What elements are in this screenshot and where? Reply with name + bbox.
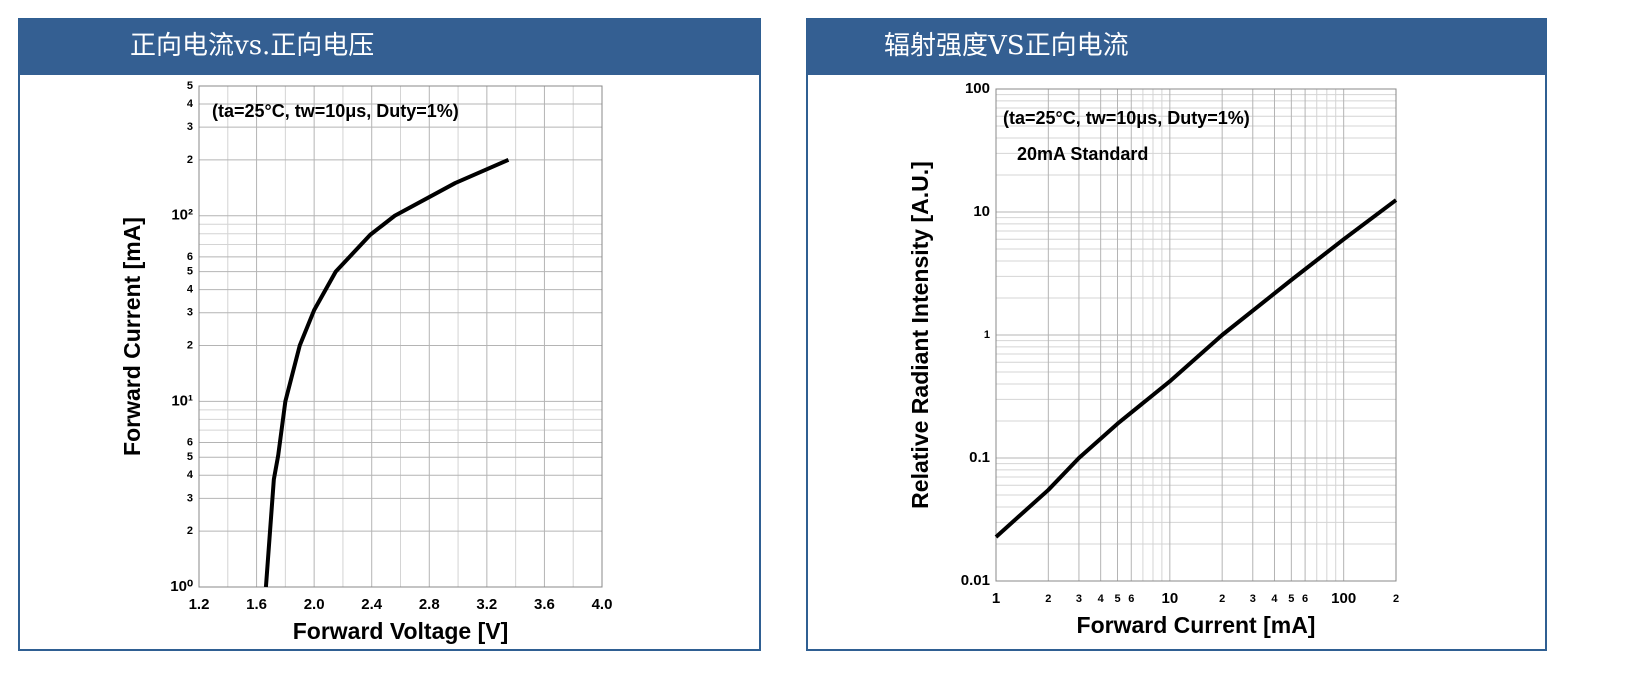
y-tick-label: 10⁰ — [170, 578, 193, 595]
x-tick-label: 2.0 — [304, 596, 325, 613]
y-tick-label: 3 — [187, 121, 193, 133]
annotation: 20mA Standard — [1017, 144, 1148, 164]
y-tick-label: 100 — [965, 80, 990, 97]
x-tick-label: 6 — [1128, 593, 1134, 605]
panel-header — [19, 19, 760, 75]
x-tick-label: 100 — [1331, 590, 1356, 607]
y-tick-label: 10¹ — [171, 392, 193, 409]
x-tick-label: 2.8 — [419, 596, 440, 613]
y-tick-label: 3 — [187, 307, 193, 319]
y-tick-label: 0.01 — [961, 572, 990, 589]
y-tick-label: 4 — [187, 284, 194, 296]
y-tick-label: 10 — [973, 203, 990, 220]
y-axis-label: Forward Current [mA] — [119, 217, 145, 456]
x-axis-label: Forward Current [mA] — [1077, 612, 1316, 638]
x-tick-label: 3 — [1250, 593, 1256, 605]
x-tick-label: 1.6 — [246, 596, 267, 613]
x-tick-label: 1 — [992, 590, 1000, 607]
x-tick-label: 4 — [1271, 593, 1278, 605]
data-line — [994, 198, 1398, 539]
y-tick-label: 10² — [171, 207, 193, 224]
x-tick-label: 4 — [1098, 593, 1105, 605]
x-tick-label: 3.6 — [534, 596, 555, 613]
x-tick-label: 3 — [1076, 593, 1082, 605]
x-tick-label: 3.2 — [476, 596, 497, 613]
panel — [18, 18, 761, 651]
x-tick-label: 2 — [1219, 593, 1225, 605]
y-tick-label: 2 — [187, 154, 193, 166]
plot-frame — [995, 88, 1397, 582]
chart-title: 正向电流vs.正向电压 — [130, 31, 374, 61]
panel-header — [807, 19, 1546, 75]
y-tick-label: 0.1 — [969, 449, 990, 466]
y-tick-label: 5 — [187, 451, 193, 463]
y-tick-label: 5 — [187, 266, 193, 278]
y-tick-label: 2 — [187, 339, 193, 351]
annotation: (ta=25°C, tw=10μs, Duty=1%) — [212, 101, 459, 121]
x-tick-label: 10 — [1161, 590, 1178, 607]
x-tick-label: 6 — [1302, 593, 1308, 605]
y-tick-label: 6 — [187, 436, 193, 448]
annotation: (ta=25°C, tw=10μs, Duty=1%) — [1003, 108, 1250, 128]
y-tick-label: 4 — [187, 98, 194, 110]
x-tick-label: 2.4 — [361, 596, 383, 613]
x-tick-label: 2 — [1045, 593, 1051, 605]
y-axis-label: Relative Radiant Intensity [A.U.] — [907, 161, 933, 509]
data-line — [263, 158, 510, 588]
y-tick-label: 1 — [984, 329, 990, 341]
y-tick-label: 6 — [187, 251, 193, 263]
plot-frame — [198, 85, 603, 588]
x-tick-label: 5 — [1114, 593, 1120, 605]
chart-title: 辐射强度VS正向电流 — [884, 31, 1129, 61]
y-tick-label: 4 — [187, 469, 194, 481]
y-tick-label: 3 — [187, 492, 193, 504]
x-axis-label: Forward Voltage [V] — [293, 618, 509, 644]
y-tick-label: 5 — [187, 80, 193, 92]
y-tick-label: 2 — [187, 525, 193, 537]
x-tick-label: 2 — [1393, 593, 1399, 605]
x-tick-label: 1.2 — [189, 596, 210, 613]
x-tick-label: 4.0 — [592, 596, 613, 613]
x-tick-label: 5 — [1288, 593, 1294, 605]
